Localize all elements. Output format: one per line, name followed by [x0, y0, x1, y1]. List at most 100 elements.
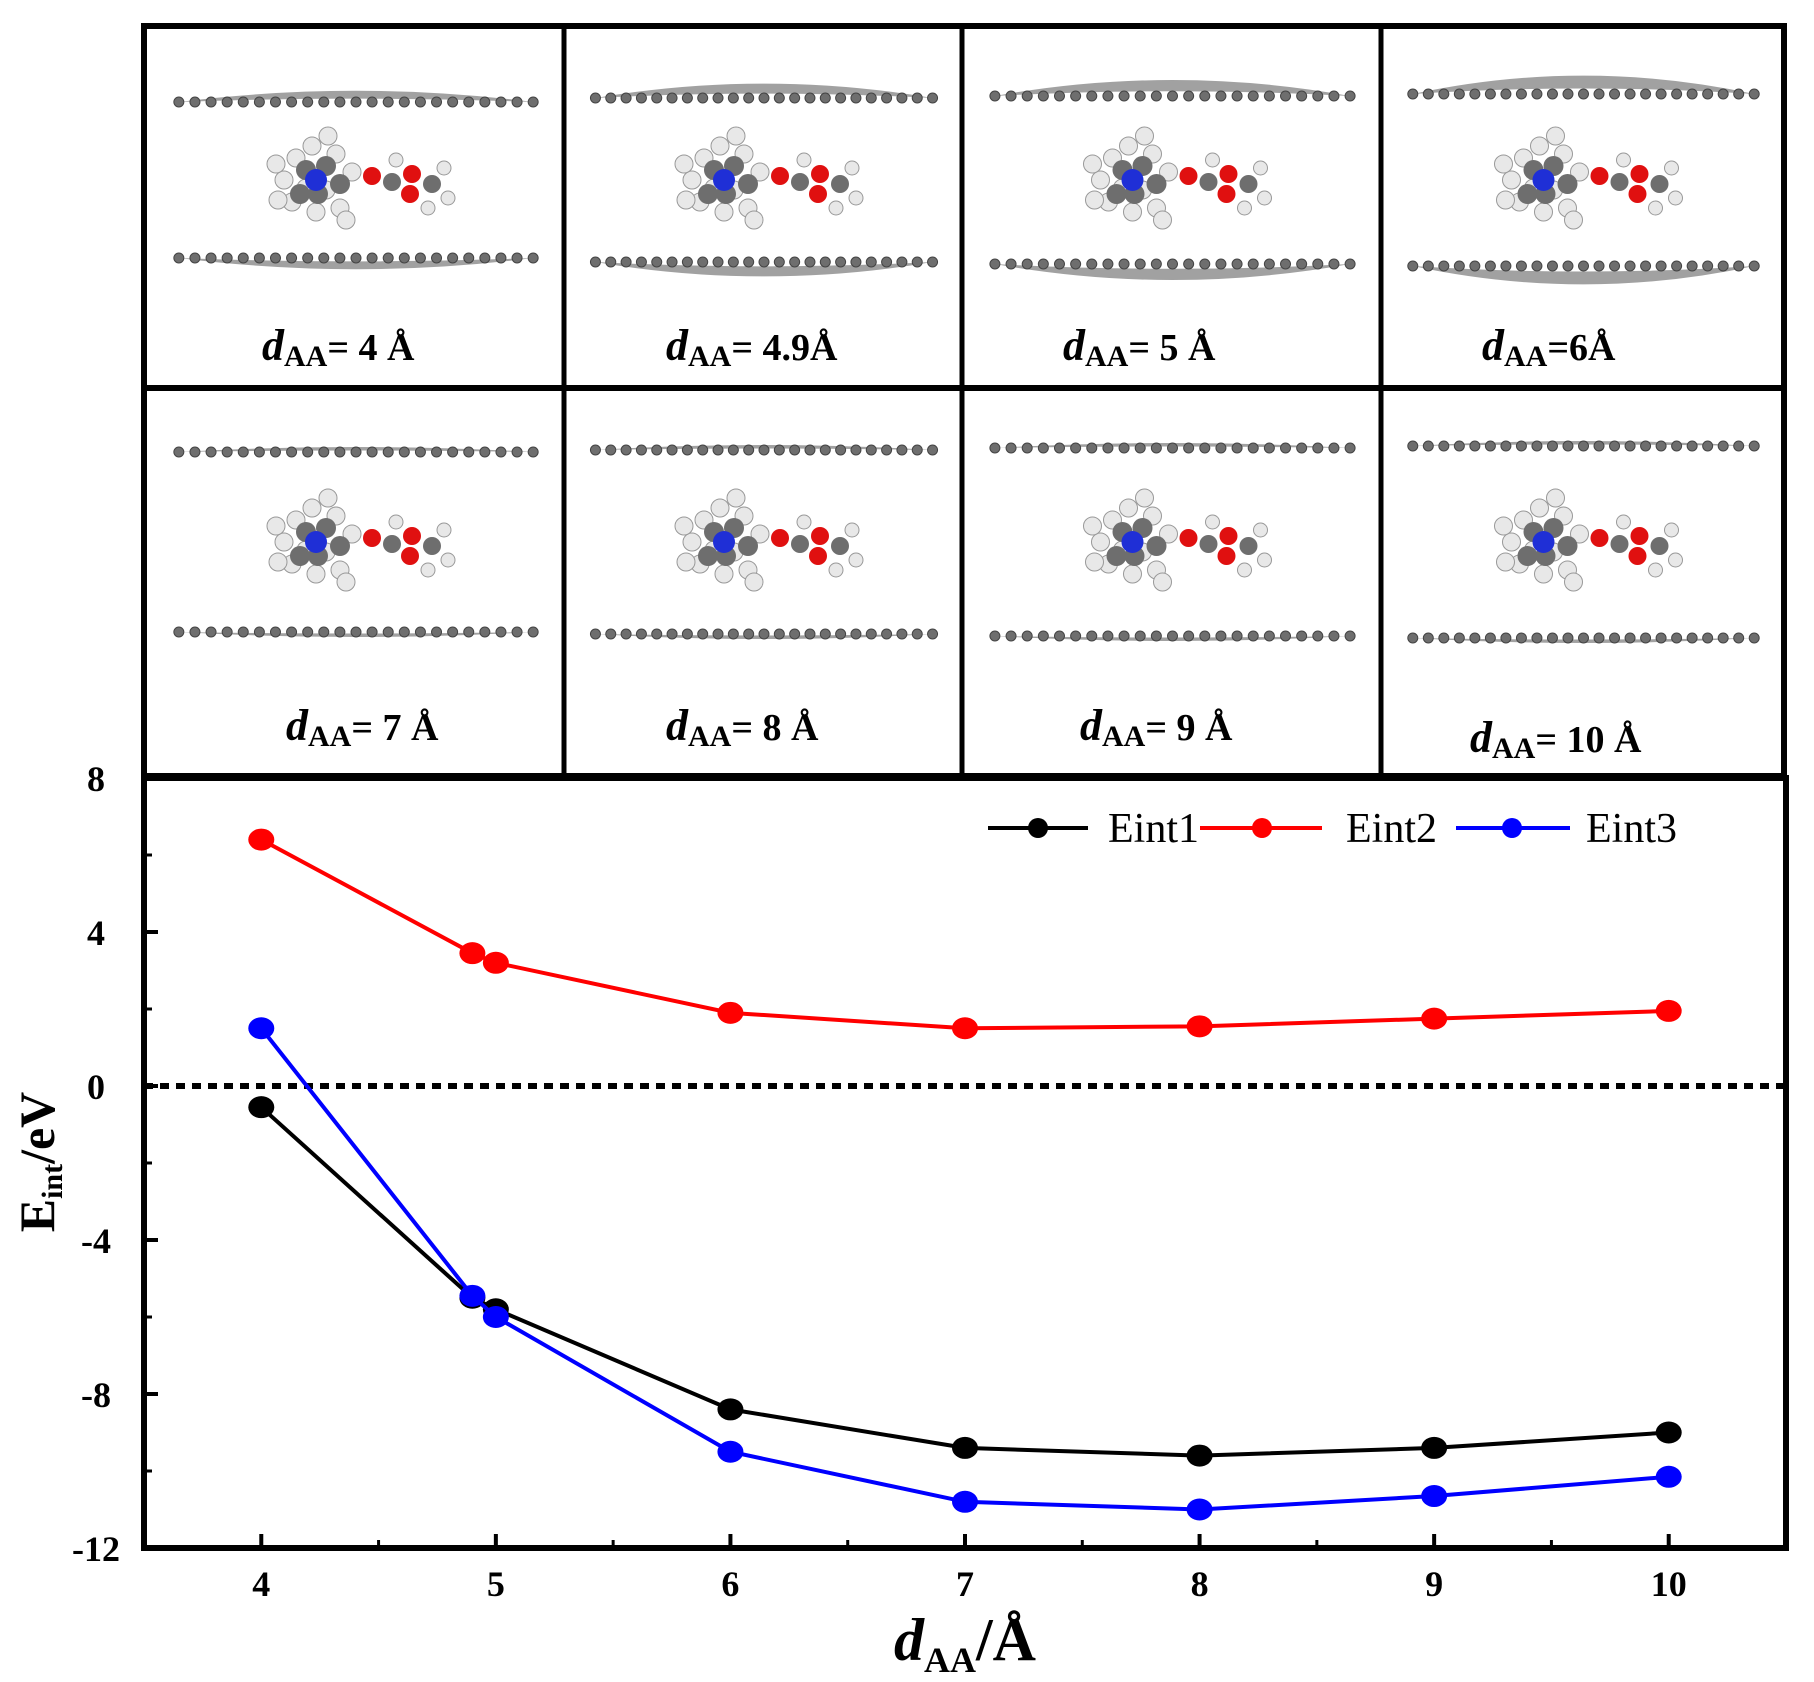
carbon-atom	[1005, 630, 1017, 642]
hydrogen-atom	[1123, 202, 1142, 222]
carbon-atom	[1263, 258, 1275, 270]
y-tick-label: 8	[87, 759, 105, 799]
carbon-atom	[1328, 258, 1340, 270]
carbon-atom	[253, 446, 265, 458]
guest-molecule	[266, 126, 456, 230]
carbon-atom	[511, 626, 523, 638]
hydrogen-atom	[1534, 202, 1553, 222]
carbon-atom	[1134, 90, 1146, 102]
data-point-eint3	[482, 1306, 509, 1328]
carbon-atom	[1717, 88, 1729, 100]
hydrogen-atom	[388, 152, 404, 168]
carbon-atom	[1150, 442, 1162, 454]
carbon-atom	[1500, 632, 1512, 644]
carbon-atom	[1086, 442, 1098, 454]
carbon-atom	[1469, 88, 1481, 100]
carbon-atom	[850, 444, 862, 456]
carbon-atom	[1183, 90, 1195, 102]
carbon-atom	[479, 446, 491, 458]
hydrogen-atom	[268, 190, 288, 210]
hydrogen-atom	[844, 160, 860, 176]
data-point-eint3	[1186, 1498, 1213, 1521]
carbon-atom	[605, 444, 617, 456]
carbon-atom	[1150, 258, 1162, 270]
data-point-eint2	[248, 828, 275, 851]
carbon-atom	[1438, 88, 1450, 100]
hydrogen-atom	[1085, 552, 1104, 572]
graphene-top-sheet	[173, 90, 539, 108]
carbon-atom	[773, 256, 785, 268]
nitrogen-atom	[305, 169, 327, 191]
x-tick-label: 8	[1191, 1564, 1209, 1604]
nitrogen-atom	[305, 531, 327, 553]
hydrogen-atom	[1253, 160, 1268, 176]
carbon-atom	[911, 256, 923, 268]
hydrogen-atom	[1091, 170, 1110, 190]
carbon-atom	[527, 252, 539, 264]
carbon-atom	[1231, 90, 1243, 102]
carbon-atom	[1515, 632, 1527, 644]
hydrogen-atom	[302, 136, 322, 156]
carbon-atom	[286, 626, 298, 638]
carbon-atom	[290, 546, 310, 566]
carbon-atom	[698, 546, 718, 566]
carbon-atom	[881, 444, 893, 456]
hydrogen-atom	[1668, 552, 1683, 568]
panel-label-5-sub: AA	[308, 720, 352, 753]
carbon-atom	[791, 535, 809, 553]
hydrogen-atom	[1119, 136, 1138, 156]
oxygen-atom	[1217, 185, 1236, 203]
carbon-atom	[205, 252, 217, 264]
hydrogen-atom	[1159, 162, 1178, 182]
carbon-atom	[447, 96, 459, 108]
hydrogen-atom	[726, 126, 746, 146]
hydrogen-atom	[1159, 524, 1178, 544]
guest-molecule	[1083, 488, 1272, 592]
carbon-atom	[1328, 630, 1340, 642]
carbon-atom	[620, 92, 632, 104]
carbon-atom	[651, 92, 663, 104]
carbon-atom	[330, 536, 350, 556]
carbon-atom	[1296, 258, 1308, 270]
carbon-atom	[989, 630, 1001, 642]
carbon-atom	[414, 96, 426, 108]
carbon-atom	[1215, 90, 1227, 102]
carbon-atom	[237, 252, 249, 264]
carbon-atom	[1531, 260, 1543, 272]
carbon-atom	[1037, 90, 1049, 102]
carbon-atom	[1150, 630, 1162, 642]
hydrogen-atom	[436, 160, 452, 176]
oxygen-atom	[811, 527, 829, 545]
hydrogen-atom	[1530, 136, 1549, 156]
carbon-atom	[1578, 440, 1589, 452]
hydrogen-atom	[1546, 126, 1565, 146]
carbon-atom	[666, 444, 678, 456]
carbon-atom	[819, 628, 831, 640]
oxygen-atom	[1179, 529, 1198, 547]
carbon-atom	[896, 444, 908, 456]
carbon-atom	[804, 92, 816, 104]
hydrogen-atom	[1123, 564, 1142, 584]
carbon-atom	[1167, 90, 1178, 102]
carbon-atom	[1438, 440, 1450, 452]
hydrogen-atom	[1091, 532, 1110, 552]
carbon-atom	[1021, 630, 1033, 642]
hydrogen-atom	[1153, 572, 1172, 592]
carbon-atom	[334, 446, 346, 458]
panel-label-1-value: = 4 Å	[327, 327, 415, 369]
carbon-atom	[605, 256, 617, 268]
carbon-atom	[651, 444, 663, 456]
carbon-atom	[1231, 630, 1243, 642]
nitrogen-atom	[1532, 169, 1555, 191]
carbon-atom	[1053, 90, 1065, 102]
carbon-atom	[1146, 536, 1167, 556]
panel-label-1: dAA= 4 Å	[262, 321, 415, 373]
carbon-atom	[318, 252, 330, 264]
carbon-atom	[911, 628, 923, 640]
carbon-atom	[1118, 630, 1130, 642]
hydrogen-atom	[1237, 562, 1252, 578]
carbon-atom	[1422, 260, 1434, 272]
hydrogen-atom	[1205, 152, 1220, 168]
carbon-atom	[1247, 258, 1259, 270]
carbon-atom	[1702, 440, 1714, 452]
